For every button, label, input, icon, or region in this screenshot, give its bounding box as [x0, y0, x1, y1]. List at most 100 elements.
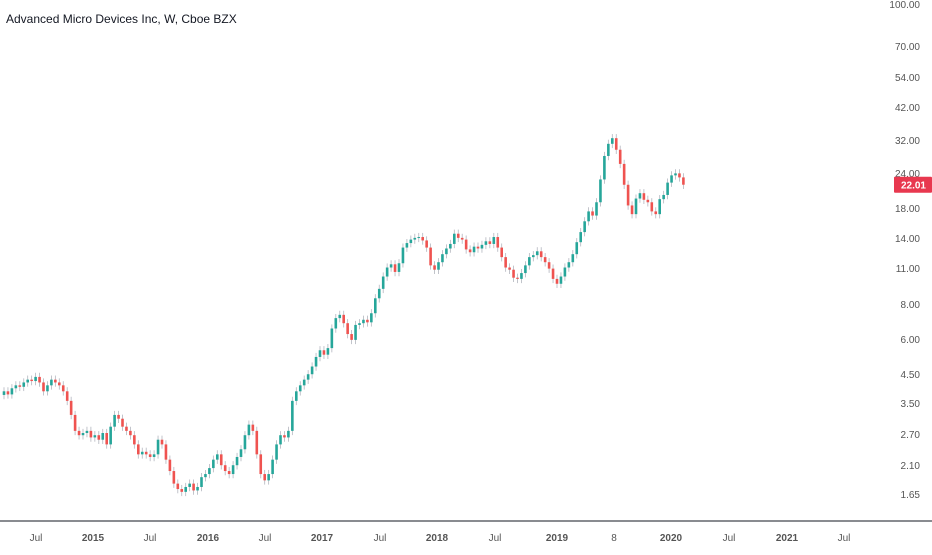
- candle: [212, 455, 215, 473]
- candle-body: [547, 262, 551, 269]
- candle-body: [342, 314, 345, 324]
- x-tick-label: 2020: [660, 533, 683, 544]
- x-tick-label: Jul: [144, 533, 157, 544]
- candle-body: [306, 374, 310, 380]
- candle-body: [6, 391, 10, 395]
- candle: [160, 435, 164, 449]
- candle-body: [350, 334, 353, 340]
- candle: [535, 247, 539, 260]
- candle-body: [125, 426, 128, 431]
- candle-body: [524, 265, 527, 274]
- candle-body: [366, 319, 369, 323]
- candle-body: [658, 199, 661, 215]
- candle-body: [117, 414, 120, 419]
- chart-title: Advanced Micro Devices Inc, W, Cboe BZX: [6, 12, 237, 26]
- candle-body: [129, 430, 132, 436]
- candle-body: [251, 424, 255, 431]
- x-axis[interactable]: Jul 2015 Jul 2016 Jul 2017 Jul 2018 Jul 2019 8 2020…: [0, 520, 932, 544]
- candle: [532, 251, 535, 262]
- candle-body: [389, 264, 393, 268]
- candle: [658, 195, 661, 219]
- candle: [235, 452, 239, 470]
- candle: [528, 253, 531, 270]
- candle: [575, 238, 579, 259]
- candle-body: [291, 400, 294, 431]
- y-axis[interactable]: 100.00 70.00 54.00 42.00 32.00 24.00 18.00 14.0…: [889, 0, 920, 501]
- candle-body: [583, 221, 586, 233]
- candle-body: [26, 379, 29, 383]
- candle: [30, 375, 33, 386]
- candle: [480, 240, 484, 253]
- candle: [563, 263, 567, 281]
- candle-body: [164, 444, 168, 460]
- candle-body: [326, 348, 330, 355]
- candle: [543, 253, 547, 267]
- candle: [50, 375, 53, 390]
- candle: [437, 258, 440, 274]
- candle: [599, 175, 602, 207]
- x-tick-label: Jul: [374, 533, 387, 544]
- x-tick-label: 2017: [311, 533, 334, 544]
- candle: [42, 378, 45, 396]
- candle-body: [437, 262, 440, 270]
- candle: [662, 190, 665, 204]
- y-tick-label: 2.70: [901, 430, 921, 441]
- candle: [216, 450, 219, 464]
- candle: [409, 235, 413, 248]
- x-tick-label: Jul: [723, 533, 736, 544]
- candle: [73, 410, 77, 436]
- candle: [346, 319, 349, 339]
- x-tick-label: 2018: [426, 533, 449, 544]
- candle: [425, 236, 428, 252]
- candle: [152, 450, 156, 462]
- candle: [488, 237, 492, 249]
- candle-body: [176, 483, 180, 490]
- candle-body: [101, 433, 105, 440]
- candle-body: [480, 244, 484, 249]
- candle-body: [334, 318, 338, 329]
- candle-body: [93, 435, 97, 438]
- candle: [334, 314, 338, 333]
- candle-body: [148, 454, 152, 457]
- candle: [259, 450, 263, 479]
- candle-body: [219, 454, 223, 466]
- candle-body: [295, 391, 298, 401]
- candle: [243, 431, 247, 454]
- x-tick-label: Jul: [259, 533, 272, 544]
- candle-body: [279, 435, 282, 445]
- candle: [109, 422, 112, 449]
- candle: [2, 387, 6, 400]
- candle: [144, 447, 148, 459]
- candle-body: [508, 267, 511, 270]
- candle-body: [283, 435, 286, 438]
- candle-body: [267, 474, 270, 481]
- candle: [168, 455, 172, 476]
- candle-body: [642, 193, 646, 200]
- candle-body: [646, 199, 650, 203]
- candle: [200, 473, 203, 492]
- candle: [275, 440, 278, 464]
- candle-body: [10, 388, 14, 395]
- candle-body: [42, 382, 45, 392]
- candle-body: [472, 246, 476, 253]
- candle: [61, 381, 65, 396]
- candle-body: [543, 257, 547, 263]
- candle-body: [626, 184, 630, 206]
- candle: [125, 422, 128, 436]
- candle: [93, 431, 97, 442]
- candle: [6, 387, 10, 399]
- candle: [338, 310, 342, 323]
- candle: [393, 260, 397, 277]
- candle-body: [441, 254, 444, 263]
- candle: [666, 178, 669, 200]
- candle-body: [346, 323, 349, 335]
- candle: [208, 463, 211, 479]
- candle-body: [239, 449, 243, 457]
- candle-body: [200, 477, 203, 487]
- candle: [231, 461, 235, 479]
- candle-body: [587, 211, 590, 222]
- candle: [283, 431, 286, 442]
- candle-body: [89, 430, 93, 438]
- y-tick-label: 8.00: [901, 300, 921, 311]
